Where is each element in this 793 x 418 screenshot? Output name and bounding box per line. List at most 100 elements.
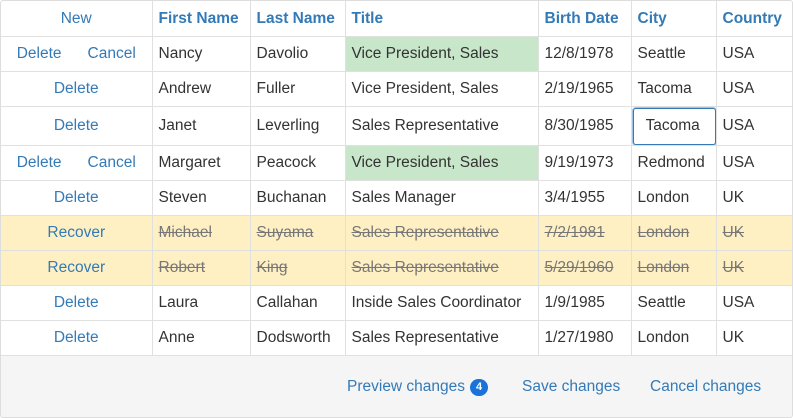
cell-city[interactable]: London [631,250,717,286]
cell-first-name[interactable]: Robert [152,250,251,286]
cell-birth-date[interactable]: 12/8/1978 [538,36,632,72]
cell-birth-date[interactable]: 1/9/1985 [538,285,632,321]
recover-row-button[interactable]: Recover [47,259,106,276]
cell-country[interactable]: USA [716,36,792,72]
column-header-last-name[interactable]: Last Name [250,1,346,37]
changes-count-badge: 4 [470,379,489,396]
cell-birth-date[interactable]: 8/30/1985 [538,106,632,146]
column-header-city[interactable]: City [631,1,717,37]
cell-title[interactable]: Sales Representative [345,250,539,286]
cell-country[interactable]: UK [716,320,792,356]
column-header-country[interactable]: Country [716,1,792,37]
delete-row-button[interactable]: Delete [53,329,99,346]
cell-last-name[interactable]: Davolio [250,36,346,72]
cell-title[interactable]: Sales Representative [345,215,539,251]
cell-country-text: USA [722,80,755,97]
delete-row-button[interactable]: Delete [53,294,99,311]
cell-title-text: Sales Representative [351,117,499,134]
delete-row-button[interactable]: Delete [16,45,62,62]
cell-city[interactable]: Seattle [631,285,717,321]
row-commands: Recover [1,250,153,286]
cell-title[interactable]: Vice President, Sales [345,71,539,107]
cell-city[interactable]: Tacoma [631,71,717,107]
table-row[interactable]: Delete Steven Buchanan Sales Manager 3/4/195… [1,180,792,216]
row-commands: Delete [1,320,153,356]
recover-row-button[interactable]: Recover [47,224,106,241]
table-row[interactable]: Recover Robert King Sales Representative 5/2… [1,250,792,286]
table-row[interactable]: Delete Andrew Fuller Vice President, Sales 2… [1,71,792,107]
cell-birth-date[interactable]: 2/19/1965 [538,71,632,107]
delete-row-button[interactable]: Delete [53,117,99,134]
cell-city[interactable]: London [631,215,717,251]
cell-country[interactable]: USA [716,71,792,107]
cell-country[interactable]: UK [716,215,792,251]
cell-last-name[interactable]: Suyama [250,215,346,251]
row-commands: Delete Cancel [1,36,153,72]
cell-last-name[interactable]: Leverling [250,106,346,146]
cell-city[interactable]: London [631,320,717,356]
cell-title-text: Vice President, Sales [351,45,499,62]
preview-changes-button[interactable]: Preview changes 4 [347,378,489,396]
delete-row-button[interactable]: Delete [53,189,99,206]
cell-city[interactable]: Seattle [631,36,717,72]
new-button[interactable]: New [60,9,92,27]
cell-country-text: UK [722,259,745,276]
column-header-first-name[interactable]: First Name [152,1,251,37]
cell-first-name-text: Robert [158,259,206,276]
cell-title[interactable]: Vice President, Sales [345,36,539,72]
table-row[interactable]: Recover Michael Suyama Sales Representative… [1,215,792,251]
cell-country[interactable]: UK [716,250,792,286]
cell-first-name[interactable]: Anne [152,320,251,356]
command-header: New [1,1,153,37]
cell-birth-date[interactable]: 7/2/1981 [538,215,632,251]
cell-city[interactable] [631,106,717,146]
cell-country[interactable]: USA [716,145,792,181]
city-cell-editor[interactable] [632,107,715,145]
table-row[interactable]: Delete Janet Leverling Sales Representative… [1,106,792,146]
cell-title[interactable]: Inside Sales Coordinator [345,285,539,321]
cell-city[interactable]: Redmond [631,145,717,181]
table-row[interactable]: Delete Cancel Nancy Davolio Vice President, … [1,36,792,72]
cell-last-name[interactable]: King [250,250,346,286]
cell-country[interactable]: USA [716,285,792,321]
cell-first-name[interactable]: Andrew [152,71,251,107]
cell-first-name-text: Nancy [158,45,203,62]
column-header-title[interactable]: Title [345,1,539,37]
cell-city[interactable]: London [631,180,717,216]
cancel-changes-button[interactable]: Cancel changes [650,378,762,395]
delete-row-button[interactable]: Delete [16,154,62,171]
cell-title[interactable]: Sales Manager [345,180,539,216]
cancel-row-button[interactable]: Cancel [87,45,136,62]
cell-title[interactable]: Sales Representative [345,320,539,356]
column-header-birth-date[interactable]: Birth Date [538,1,632,37]
cell-first-name[interactable]: Laura [152,285,251,321]
cell-first-name[interactable]: Steven [152,180,251,216]
cell-city-text: London [637,224,690,241]
cell-first-name[interactable]: Michael [152,215,251,251]
cell-title[interactable]: Vice President, Sales [345,145,539,181]
table-row[interactable]: Delete Anne Dodsworth Sales Representative 1… [1,320,792,356]
delete-row-button[interactable]: Delete [53,80,99,97]
save-changes-button[interactable]: Save changes [522,378,621,395]
preview-changes-label: Preview changes [347,378,466,395]
cell-first-name-text: Margaret [158,154,221,171]
cell-last-name[interactable]: Peacock [250,145,346,181]
cell-first-name[interactable]: Janet [152,106,251,146]
cell-last-name[interactable]: Callahan [250,285,346,321]
cell-first-name[interactable]: Margaret [152,145,251,181]
cell-last-name[interactable]: Buchanan [250,180,346,216]
cell-birth-date[interactable]: 9/19/1973 [538,145,632,181]
cell-first-name-text: Janet [158,117,197,134]
cell-country[interactable]: UK [716,180,792,216]
cancel-row-button[interactable]: Cancel [87,154,136,171]
cell-last-name[interactable]: Fuller [250,71,346,107]
table-row[interactable]: Delete Cancel Margaret Peacock Vice Presiden… [1,145,792,181]
cell-birth-date[interactable]: 1/27/1980 [538,320,632,356]
cell-first-name[interactable]: Nancy [152,36,251,72]
cell-birth-date[interactable]: 5/29/1960 [538,250,632,286]
table-row[interactable]: Delete Laura Callahan Inside Sales Coordina… [1,285,792,321]
cell-birth-date[interactable]: 3/4/1955 [538,180,632,216]
cell-country[interactable]: USA [716,106,792,146]
cell-title[interactable]: Sales Representative [345,106,539,146]
cell-last-name[interactable]: Dodsworth [250,320,346,356]
